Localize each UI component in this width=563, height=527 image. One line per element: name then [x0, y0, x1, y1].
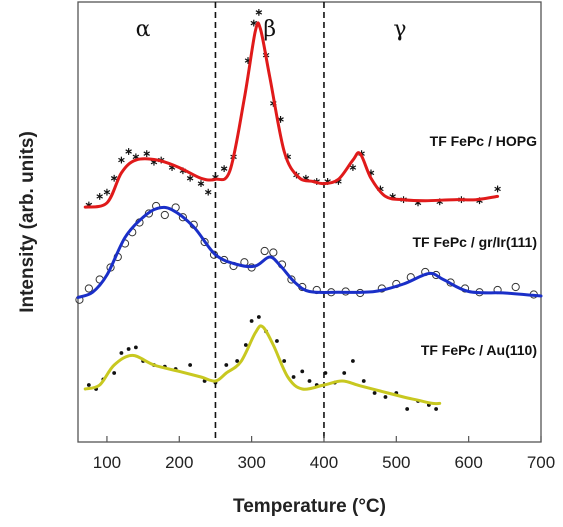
data-point-circle [287, 275, 296, 284]
data-point-dot [405, 407, 410, 411]
series-label: TF FePc / Au(110) [421, 342, 537, 358]
data-point-dot [291, 375, 296, 379]
data-point-dot [249, 319, 254, 323]
x-tick-label: 700 [527, 453, 555, 472]
x-axis-title: Temperature (°C) [233, 496, 386, 517]
data-point-dot [383, 395, 388, 399]
data-point-asterisk [349, 164, 357, 171]
region-label: γ [393, 17, 406, 42]
data-point-circle [260, 246, 269, 256]
series-group: TF FePc / gr/Ir(111) [75, 201, 543, 304]
series-fit-line [76, 205, 543, 299]
region-label: β [263, 17, 276, 42]
data-point-dot [188, 363, 193, 367]
x-tick-label: 200 [165, 453, 193, 472]
series-fit-line [83, 324, 442, 406]
data-point-dot [119, 351, 124, 355]
y-axis-title: Intensity (arb. units) [17, 131, 38, 313]
data-point-dot [342, 371, 347, 375]
plot-area [77, 1, 542, 443]
data-point-asterisk [220, 165, 228, 173]
region-labels: α β γ [136, 17, 407, 42]
data-point-dot [86, 383, 91, 387]
data-point-dot [282, 359, 287, 363]
x-axis: 100 200 300 400 500 600 700 [93, 436, 555, 472]
data-point-asterisk [103, 188, 111, 196]
data-point-dot [361, 379, 366, 383]
data-point-asterisk [125, 148, 132, 155]
data-point-asterisk [255, 9, 263, 16]
series-layer: TF FePc / HOPG TF FePc / gr/Ir(111) TF FeP… [75, 9, 543, 411]
x-tick-label: 500 [382, 453, 410, 472]
data-point-dot [434, 407, 439, 411]
x-tick-label: 400 [310, 453, 338, 472]
x-tick-label: 600 [454, 453, 482, 472]
data-point-dot [126, 347, 131, 351]
data-point-dot [351, 359, 355, 363]
data-point-circle [84, 284, 93, 293]
data-point-dot [235, 359, 240, 363]
data-point-asterisk [110, 174, 118, 182]
data-point-circle [269, 248, 278, 257]
series-group: TF FePc / HOPG [83, 9, 537, 209]
x-tick-label: 300 [237, 453, 265, 472]
data-point-asterisk [118, 156, 125, 164]
data-point-circle [511, 282, 520, 292]
data-point-dot [133, 345, 138, 350]
region-dividers [214, 2, 325, 442]
region-label: α [136, 17, 151, 42]
data-point-dot [372, 391, 377, 395]
series-label: TF FePc / HOPG [430, 133, 537, 149]
data-point-dot [275, 339, 279, 343]
data-point-asterisk [96, 193, 103, 200]
data-point-asterisk [204, 188, 212, 196]
series-group: TF FePc / Au(110) [83, 315, 537, 411]
series-label: TF FePc / gr/Ir(111) [413, 234, 538, 250]
data-point-circle [160, 210, 169, 220]
data-point-dot [323, 371, 328, 375]
data-point-asterisk [494, 185, 501, 193]
data-point-dot [243, 343, 248, 347]
x-tick-label: 100 [93, 453, 121, 472]
series-fit-line [83, 21, 500, 209]
data-point-dot [112, 371, 117, 375]
data-point-asterisk [186, 174, 194, 182]
data-point-dot [300, 369, 305, 374]
data-point-circle [200, 237, 209, 247]
data-point-dot [224, 363, 229, 367]
data-point-dot [256, 315, 261, 319]
data-point-circle [178, 213, 187, 222]
data-point-asterisk [143, 150, 150, 158]
data-point-asterisk [197, 180, 205, 187]
data-point-dot [307, 379, 312, 383]
